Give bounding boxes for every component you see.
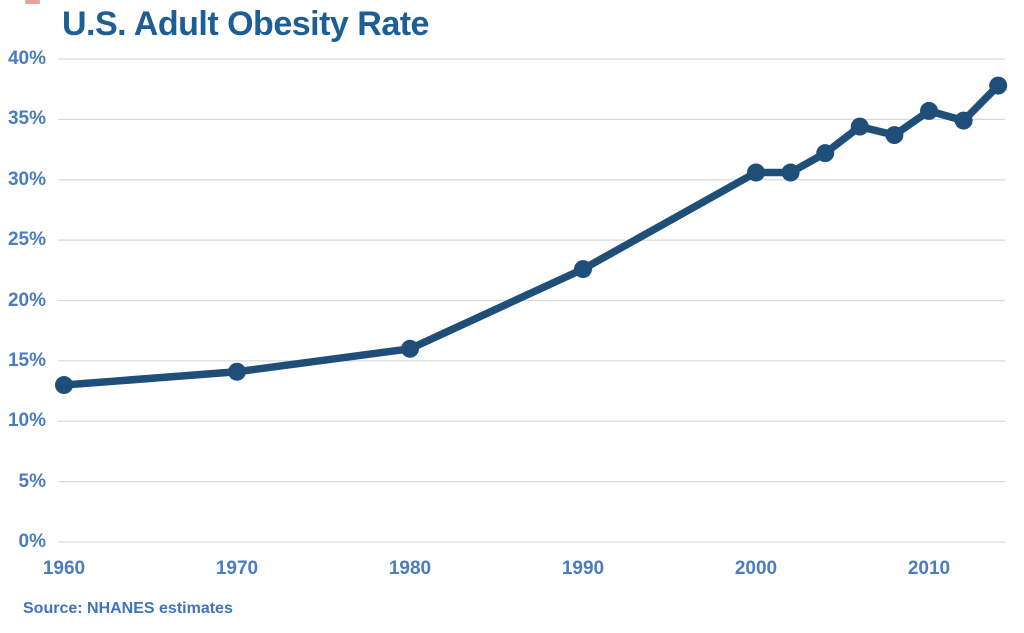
x-axis-tick-label: 2010: [907, 558, 951, 579]
y-axis-tick-label: 5%: [18, 470, 46, 492]
data-point-marker: [885, 126, 904, 145]
y-axis-tick-label: 10%: [7, 410, 46, 432]
x-axis-tick-label: 1990: [561, 558, 605, 579]
data-point-marker: [55, 376, 73, 395]
data-point-marker: [850, 117, 869, 136]
x-axis-tick-label: 1960: [42, 558, 86, 579]
data-point-marker: [954, 111, 973, 130]
data-point-marker: [989, 76, 1008, 95]
data-point-marker: [816, 144, 835, 163]
data-point-marker: [574, 260, 592, 279]
y-axis-tick-label: 35%: [7, 108, 46, 130]
y-axis-tick-label: 30%: [7, 168, 46, 190]
y-axis-tick-label: 40%: [7, 48, 46, 69]
x-axis-tick-label: 1970: [215, 558, 259, 579]
y-axis-tick-label: 25%: [7, 229, 46, 251]
y-axis-tick-label: 20%: [7, 289, 46, 311]
source-note: Source: NHANES estimates: [23, 600, 233, 617]
x-axis-tick-label: 2000: [734, 558, 778, 579]
data-point-marker: [747, 163, 765, 182]
y-axis-tick-label: 15%: [7, 349, 46, 371]
data-point-marker: [920, 101, 938, 120]
chart-title: U.S. Adult Obesity Rate: [62, 5, 429, 43]
data-point-marker: [228, 362, 246, 381]
x-axis-tick-label: 1980: [388, 558, 432, 579]
red-artifact-mark: [25, 0, 40, 4]
data-point-marker: [781, 163, 800, 182]
y-axis-tick-label: 0%: [18, 531, 46, 552]
data-point-marker: [401, 339, 419, 358]
